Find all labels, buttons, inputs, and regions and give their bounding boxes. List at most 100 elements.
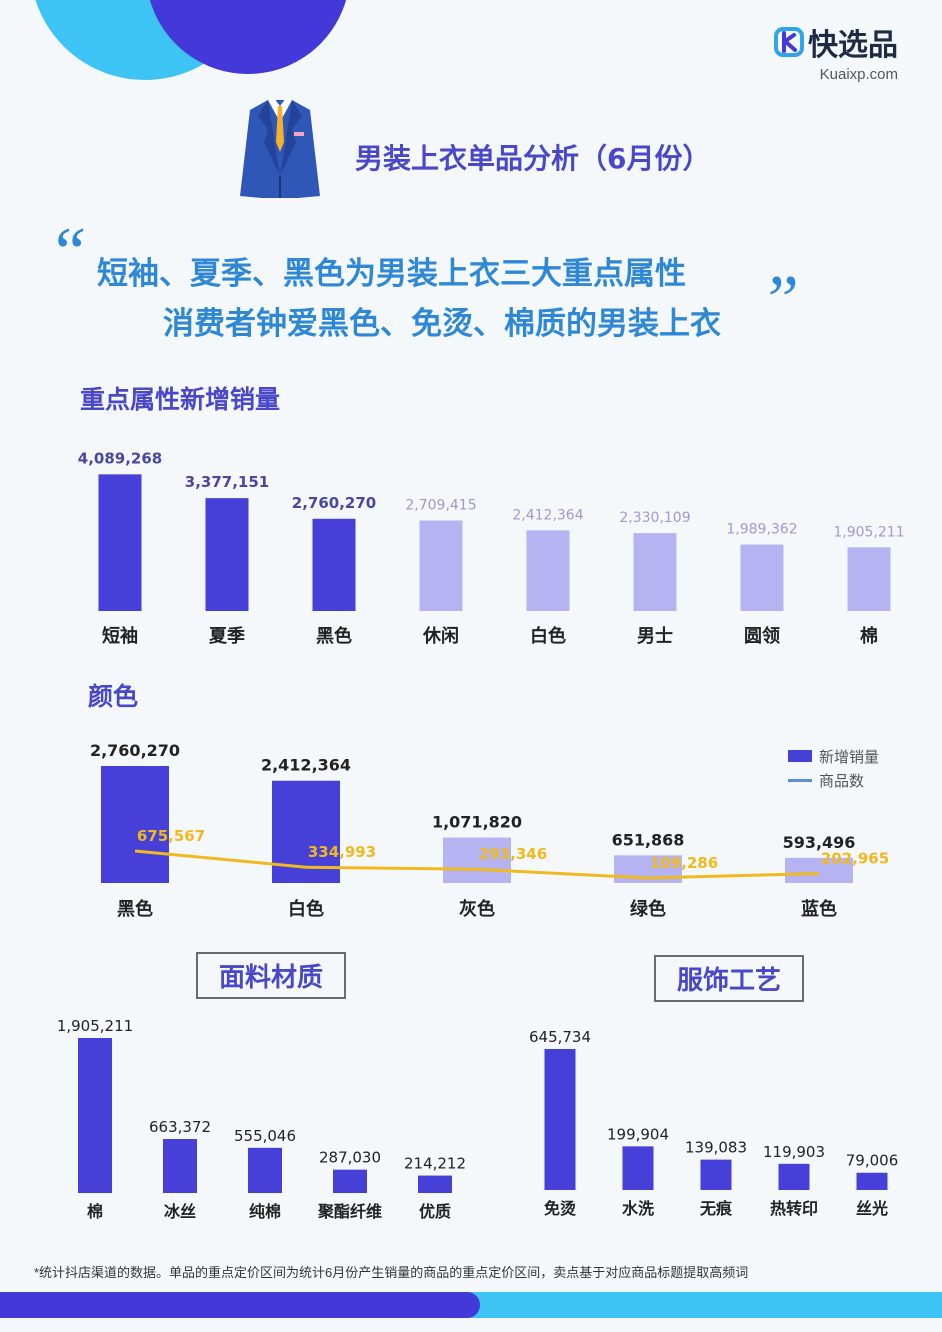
close-quote-icon: ” <box>760 262 799 339</box>
brand-name-row: 快选品 <box>774 20 898 64</box>
bar-热转印 <box>778 1163 810 1190</box>
bar-纯棉 <box>248 1147 282 1193</box>
attributes-bar-chart: 4,089,268 短袖 3,377,151 夏季 2,760,270 黑色 2,709,4… <box>78 449 905 647</box>
brand-name: 快选品 <box>808 28 898 63</box>
bar-夏季 <box>205 498 249 611</box>
category-label: 圆领 <box>744 625 780 647</box>
section-title-fabric: 面料材质 <box>196 952 346 999</box>
value-label: 651,868 <box>612 830 685 849</box>
open-quote-icon: “ <box>48 214 87 291</box>
brand-logo-icon <box>774 27 804 57</box>
bar-丝光 <box>856 1172 888 1190</box>
decor-circle-indigo <box>149 0 347 74</box>
brand-url: Kuaixp.com <box>819 66 898 83</box>
brand-logo: 快选品 Kuaixp.com <box>774 20 898 83</box>
category-label: 夏季 <box>209 626 245 647</box>
page-title: 男装上衣单品分析（6月份） <box>355 142 711 175</box>
bar-黑色 <box>312 518 356 611</box>
legend-bar-swatch <box>788 750 812 762</box>
category-label: 白色 <box>530 625 566 647</box>
category-label: 短袖 <box>102 625 138 647</box>
category-label: 黑色 <box>316 625 352 647</box>
bar-蓝色 <box>785 857 853 883</box>
category-label: 棉 <box>87 1202 103 1221</box>
line-value-label: 109,286 <box>650 854 718 872</box>
value-label: 1,905,211 <box>833 524 904 540</box>
bar-圆领 <box>740 544 784 611</box>
bar-休闲 <box>419 520 463 611</box>
craft-bar-chart: 645,734 免烫 199,904 水洗 139,083 无痕 119,903 热转印 79,… <box>529 1028 899 1218</box>
category-label: 冰丝 <box>164 1202 196 1221</box>
category-label: 蓝色 <box>801 898 837 920</box>
bar-优质 <box>418 1175 452 1193</box>
line-value-label: 202,965 <box>821 850 889 868</box>
value-label: 645,734 <box>529 1028 591 1046</box>
value-label: 555,046 <box>234 1127 296 1145</box>
category-label: 丝光 <box>856 1199 888 1218</box>
category-label: 黑色 <box>117 898 153 920</box>
value-label: 2,330,109 <box>619 510 690 526</box>
category-label: 男士 <box>637 626 673 647</box>
bar-无痕 <box>700 1159 732 1190</box>
value-label: 1,989,362 <box>726 522 797 538</box>
bar-白色 <box>526 530 570 611</box>
suit-jacket-icon <box>240 98 320 198</box>
category-label: 聚酯纤维 <box>317 1202 382 1221</box>
section-title-attributes: 重点属性新增销量 <box>80 385 281 414</box>
footnote: *统计抖店渠道的数据。单品的重点定价区间为统计6月份产生销量的商品的重点定价区间… <box>34 1265 749 1280</box>
section-title-color: 颜色 <box>88 682 139 711</box>
category-label: 棉 <box>860 625 878 647</box>
value-label: 2,760,270 <box>292 494 376 512</box>
bar-短袖 <box>98 474 142 611</box>
bottom-strip-cyan <box>466 1292 942 1318</box>
value-label: 663,372 <box>149 1118 211 1136</box>
value-label: 2,412,364 <box>261 756 351 775</box>
value-label: 4,089,268 <box>78 449 162 467</box>
category-label: 优质 <box>419 1202 451 1221</box>
value-label: 2,412,364 <box>512 507 583 523</box>
headline-line-1: 短袖、夏季、黑色为男装上衣三大重点属性 <box>97 256 686 292</box>
legend-item-line: 商品数 <box>788 768 879 792</box>
headline-line-2: 消费者钟爱黑色、免烫、棉质的男装上衣 <box>163 306 721 342</box>
bar-黑色 <box>101 766 169 883</box>
value-label: 287,030 <box>319 1149 381 1167</box>
category-label: 免烫 <box>544 1199 577 1218</box>
value-label: 79,006 <box>846 1152 899 1170</box>
bar-棉 <box>847 547 891 611</box>
legend-item-bar: 新增销量 <box>788 744 879 768</box>
category-label: 绿色 <box>630 898 666 920</box>
value-label: 593,496 <box>783 833 856 852</box>
bottom-strip-indigo <box>0 1292 480 1318</box>
value-label: 2,760,270 <box>90 741 180 760</box>
bar-男士 <box>633 533 677 611</box>
fabric-bar-chart: 1,905,211 棉 663,372 冰丝 555,046 纯棉 287,030 聚酯纤维 2… <box>57 1017 466 1221</box>
bar-水洗 <box>622 1146 654 1190</box>
line-value-label: 334,993 <box>308 843 376 861</box>
value-label: 119,903 <box>763 1143 825 1161</box>
legend-bar-label: 新增销量 <box>819 747 880 766</box>
category-label: 无痕 <box>699 1199 733 1218</box>
legend-line-label: 商品数 <box>819 771 865 790</box>
value-label: 139,083 <box>685 1139 747 1157</box>
color-combo-chart: 2,760,270 黑色 2,412,364 白色 1,071,820 灰色 651,868… <box>90 741 889 920</box>
legend-line-swatch <box>788 778 812 782</box>
value-label: 3,377,151 <box>185 473 269 491</box>
line-value-label: 675,567 <box>137 827 205 845</box>
category-label: 灰色 <box>459 898 495 920</box>
value-label: 1,071,820 <box>432 813 522 832</box>
value-label: 2,709,415 <box>405 497 476 513</box>
value-label: 199,904 <box>607 1125 669 1143</box>
bar-冰丝 <box>163 1139 197 1193</box>
category-label: 白色 <box>288 898 324 920</box>
bar-灰色 <box>443 837 511 883</box>
value-label: 1,905,211 <box>57 1017 133 1035</box>
bar-棉 <box>78 1038 112 1193</box>
section-title-craft: 服饰工艺 <box>654 955 804 1002</box>
chart-legend: 新增销量 商品数 <box>788 744 879 792</box>
value-label: 214,212 <box>404 1155 466 1173</box>
category-label: 热转印 <box>770 1199 818 1218</box>
category-label: 水洗 <box>622 1199 654 1218</box>
category-label: 休闲 <box>422 625 459 647</box>
bar-免烫 <box>544 1049 576 1190</box>
decorative-circles <box>35 0 347 80</box>
